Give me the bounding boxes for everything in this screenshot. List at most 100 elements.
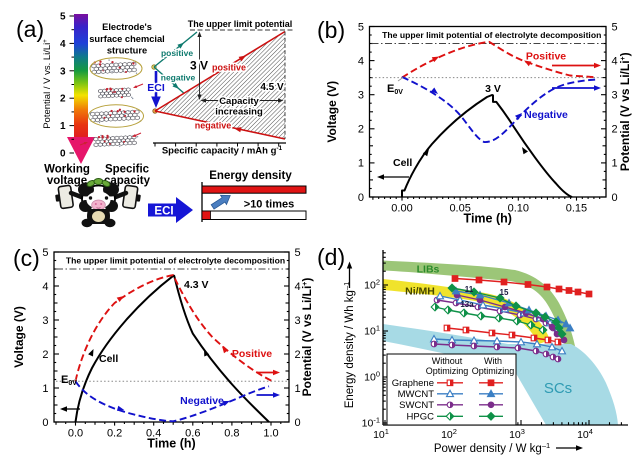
svg-text:positive: positive: [161, 48, 193, 58]
svg-text:4: 4: [295, 281, 301, 293]
svg-text:HPGC: HPGC: [407, 412, 435, 423]
svg-text:increasing: increasing: [215, 107, 263, 118]
svg-text:0: 0: [295, 417, 301, 429]
svg-text:5: 5: [60, 12, 66, 23]
svg-text:(b): (b): [317, 17, 345, 43]
svg-text:Without: Without: [432, 356, 463, 366]
svg-text:0.10: 0.10: [508, 203, 529, 215]
svg-text:Negative: Negative: [180, 395, 224, 407]
svg-text:negative: negative: [161, 73, 196, 83]
svg-text:negative: negative: [195, 121, 232, 131]
svg-text:1: 1: [42, 383, 48, 395]
svg-text:Potential / V vs. Li/Li+: Potential / V vs. Li/Li+: [42, 39, 53, 129]
svg-text:(c): (c): [13, 245, 40, 271]
svg-text:0: 0: [358, 192, 364, 204]
svg-text:Electrode's: Electrode's: [102, 22, 152, 32]
svg-text:With: With: [484, 356, 502, 366]
svg-text:1: 1: [612, 158, 618, 170]
svg-text:Positive: Positive: [232, 348, 272, 360]
svg-text:increasing: increasing: [215, 107, 263, 118]
svg-text:positive: positive: [161, 48, 193, 58]
svg-text:2: 2: [60, 94, 66, 105]
svg-text:4: 4: [358, 55, 364, 67]
svg-text:Time (h): Time (h): [147, 437, 195, 451]
svg-text:LIBs: LIBs: [417, 264, 440, 276]
svg-text:4.5 V: 4.5 V: [260, 82, 284, 93]
svg-text:4.3 V: 4.3 V: [184, 279, 209, 291]
svg-text:11: 11: [465, 285, 474, 294]
svg-text:positive: positive: [212, 63, 246, 73]
svg-text:4.5 V: 4.5 V: [260, 82, 284, 93]
svg-text:3 V: 3 V: [190, 59, 208, 73]
svg-text:3: 3: [358, 90, 364, 102]
svg-text:negative: negative: [161, 73, 196, 83]
svg-text:Ni/MH: Ni/MH: [405, 286, 435, 298]
svg-text:3: 3: [612, 90, 618, 102]
svg-text:Potential (V vs Li/Li+): Potential (V vs Li/Li+): [300, 278, 314, 397]
svg-text:1: 1: [60, 121, 66, 132]
svg-text:The upper limit potential of e: The upper limit potential of electrolyte…: [382, 30, 601, 40]
svg-text:voltage: voltage: [47, 175, 87, 187]
svg-text:5: 5: [42, 247, 48, 259]
svg-text:4: 4: [612, 55, 618, 67]
svg-text:5: 5: [358, 21, 364, 33]
svg-text:Energy density / Wh kg–1: Energy density / Wh kg–1: [342, 282, 356, 409]
svg-text:Time (h): Time (h): [464, 212, 512, 226]
svg-text:1: 1: [295, 383, 301, 395]
svg-text:0.8: 0.8: [224, 428, 239, 440]
svg-text:SCs: SCs: [544, 380, 572, 397]
svg-text:The upper limit potential of e: The upper limit potential of electrolyte…: [66, 256, 285, 266]
svg-text:0: 0: [60, 149, 66, 160]
svg-text:2: 2: [612, 124, 618, 136]
svg-text:0.05: 0.05: [449, 203, 470, 215]
svg-text:0: 0: [42, 417, 48, 429]
svg-text:(a): (a): [16, 16, 44, 42]
svg-text:0.6: 0.6: [185, 428, 200, 440]
svg-text:Cell: Cell: [393, 157, 412, 169]
svg-text:Capacity: Capacity: [219, 96, 259, 107]
svg-text:Specific capacity / mAh g-1: Specific capacity / mAh g-1: [162, 145, 283, 157]
svg-text:1.0: 1.0: [263, 428, 278, 440]
svg-text:0: 0: [612, 192, 618, 204]
svg-text:>10 times: >10 times: [244, 199, 294, 211]
svg-text:Voltage (V): Voltage (V): [325, 81, 339, 143]
svg-text:3: 3: [42, 315, 48, 327]
svg-text:3: 3: [60, 66, 66, 77]
svg-text:0.2: 0.2: [107, 428, 122, 440]
svg-text:MWCNT: MWCNT: [398, 389, 435, 400]
svg-text:0.0: 0.0: [68, 428, 83, 440]
svg-text:2: 2: [358, 124, 364, 136]
svg-text:ECI: ECI: [154, 206, 173, 218]
svg-text:Potential (V vs Li/Li+): Potential (V vs Li/Li+): [618, 52, 632, 171]
svg-text:SWCNT: SWCNT: [399, 400, 434, 411]
svg-text:4: 4: [42, 281, 48, 293]
svg-text:0.4: 0.4: [146, 428, 161, 440]
svg-text:ECI: ECI: [147, 82, 165, 94]
svg-text:Power density / W kg–1: Power density / W kg–1: [434, 441, 550, 455]
svg-text:13a: 13a: [460, 300, 474, 309]
svg-text:2: 2: [295, 349, 301, 361]
svg-text:2: 2: [42, 349, 48, 361]
svg-text:Cell: Cell: [99, 353, 118, 365]
svg-text:negative: negative: [195, 121, 232, 131]
svg-text:1: 1: [358, 158, 364, 170]
svg-text:surface chemcial: surface chemcial: [89, 34, 164, 44]
svg-text:Specific: Specific: [105, 164, 150, 176]
svg-text:Energy density: Energy density: [209, 170, 292, 182]
svg-text:0.15: 0.15: [566, 203, 587, 215]
svg-text:3: 3: [295, 315, 301, 327]
svg-text:Capacity: Capacity: [219, 96, 259, 107]
svg-text:5: 5: [295, 247, 301, 259]
svg-text:Voltage (V): Voltage (V): [12, 306, 26, 368]
svg-text:3 V: 3 V: [485, 83, 501, 95]
svg-text:Positive: Positive: [526, 51, 566, 63]
svg-text:0.00: 0.00: [391, 203, 412, 215]
svg-text:4: 4: [60, 39, 66, 50]
svg-text:positive: positive: [212, 63, 246, 73]
svg-text:3 V: 3 V: [190, 59, 208, 73]
svg-text:Optimizing: Optimizing: [472, 366, 515, 376]
svg-text:Negative: Negative: [524, 109, 568, 121]
svg-text:(d): (d): [317, 244, 345, 270]
svg-text:15: 15: [500, 288, 509, 297]
svg-text:Working: Working: [44, 164, 90, 176]
